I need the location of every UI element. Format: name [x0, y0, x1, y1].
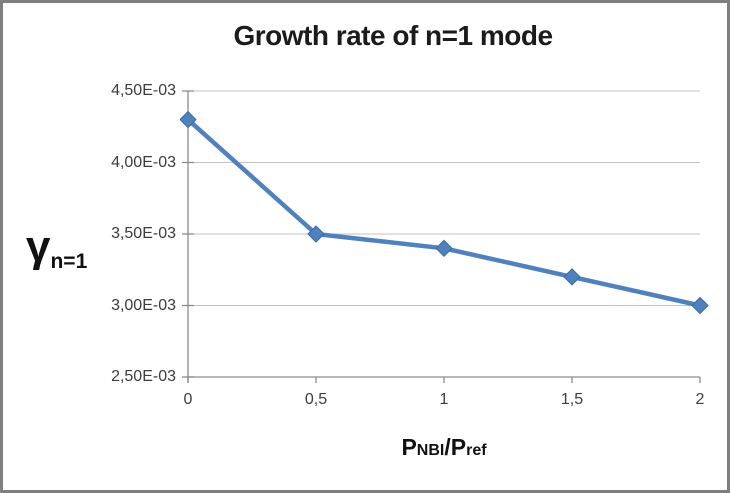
gamma-symbol: γ [26, 222, 51, 271]
y-axis-tick-label: 3,50E-03 [111, 225, 176, 242]
x-axis-title-slash-p-ref: /P [444, 434, 467, 460]
gamma-subscript: n=1 [50, 250, 88, 273]
x-axis-title-sub-nbi: NBI [416, 442, 445, 459]
y-axis-tick-label: 4,50E-03 [111, 82, 176, 99]
y-axis-tick-label: 3,00E-03 [111, 296, 176, 314]
y-axis-tick-label: 2,50E-03 [111, 368, 176, 385]
data-point-marker [563, 268, 581, 286]
data-point-marker [180, 110, 197, 129]
plot-area [180, 90, 709, 383]
x-axis-tick-label: 2 [695, 391, 705, 408]
y-axis-title: γn=1 [26, 222, 87, 274]
data-point-marker [691, 296, 709, 315]
x-axis-tick-label: 0,5 [304, 391, 328, 408]
x-axis-title-sub-ref: ref [466, 442, 487, 459]
chart-title: Growth rate of n=1 mode [233, 20, 553, 51]
x-axis-title: PNBI/Pref [188, 434, 700, 461]
x-axis-tick-label: 1 [439, 391, 449, 408]
x-axis-title-p-nbi: P [401, 434, 417, 460]
y-axis-tick-label: 4,00E-03 [111, 153, 176, 171]
data-point-marker [435, 239, 453, 258]
x-axis-tick-label: 1,5 [560, 391, 584, 408]
data-point-marker [307, 225, 325, 243]
series-line [185, 117, 703, 308]
x-axis-tick-label: 0 [183, 391, 193, 408]
